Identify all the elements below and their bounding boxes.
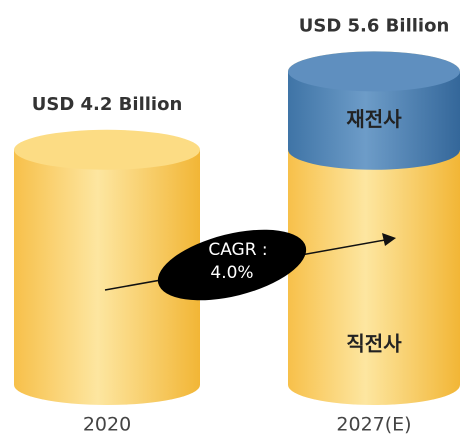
value-label: USD 5.6 Billion — [299, 15, 450, 36]
cylinder-body — [14, 149, 200, 405]
segment — [288, 51, 460, 170]
x-tick-label: 2020 — [83, 414, 131, 436]
segment-label: 재전사 — [346, 107, 402, 131]
x-tick-label: 2027(E) — [336, 414, 411, 436]
cagr-value: 4.0% — [210, 263, 253, 283]
cylinder-body — [288, 71, 460, 170]
segment-label: 직전사 — [346, 332, 402, 356]
cagr-badge — [157, 229, 307, 301]
arrow-head — [382, 233, 396, 246]
cylinder-cap — [14, 129, 200, 170]
cylinder-cap — [288, 51, 460, 92]
cylinder — [14, 129, 200, 405]
cagr-label: CAGR : — [208, 240, 267, 260]
value-label: USD 4.2 Billion — [32, 94, 183, 115]
